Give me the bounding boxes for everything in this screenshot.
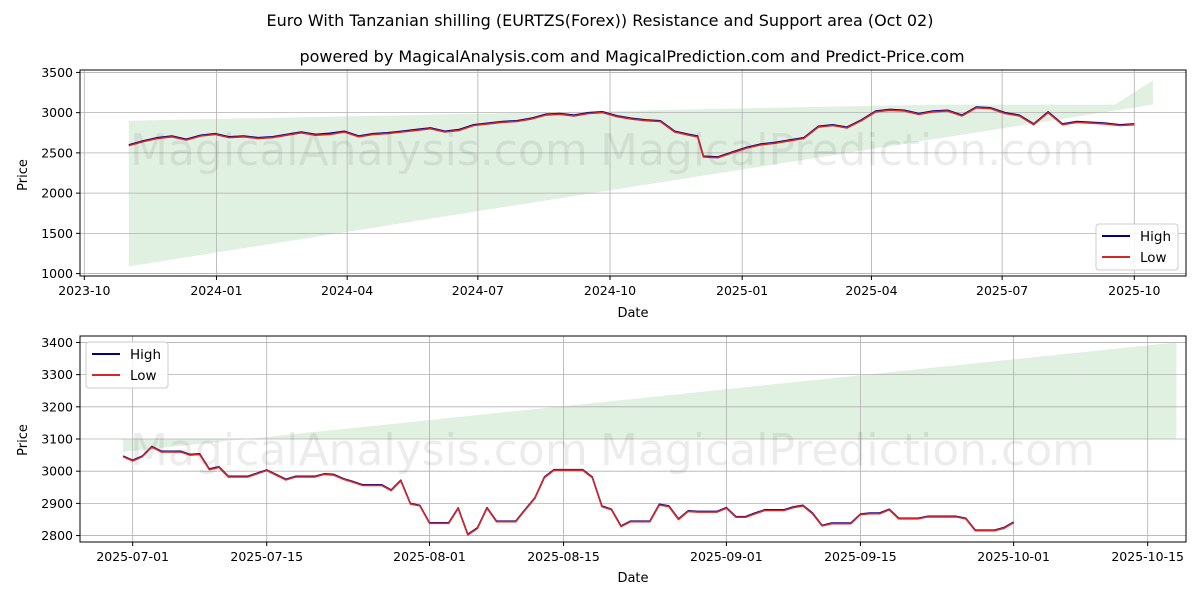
bottom-y-tick-label: 3100	[41, 432, 73, 447]
bottom-y-tick-label: 3300	[41, 367, 73, 382]
top-legend-high-label: High	[1140, 229, 1171, 245]
bottom-legend-low-label: Low	[130, 368, 157, 384]
bottom-legend: High Low	[85, 341, 169, 389]
bottom-watermark-analysis: MagicalAnalysis.com	[130, 425, 588, 476]
chart-subtitle: powered by MagicalAnalysis.com and Magic…	[299, 47, 964, 66]
top-x-tick-label: 2025-10	[1108, 283, 1160, 298]
bottom-series-layer	[122, 445, 1015, 536]
bottom-watermarks: MagicalAnalysis.com MagicalPrediction.co…	[130, 425, 1095, 476]
top-watermark-analysis: MagicalAnalysis.com	[130, 125, 588, 176]
top-x-axis-label: Date	[617, 306, 648, 321]
bottom-x-ticks: 2025-07-01 2025-07-15 2025-08-01 2025-08-15…	[96, 542, 1184, 564]
top-band-layer	[128, 80, 1153, 267]
top-x-tick-label: 2025-04	[845, 283, 897, 298]
bottom-y-ticks: 2800 2900 3000 3100 3200 3300 3400	[41, 335, 80, 543]
top-x-tick-label: 2024-01	[190, 283, 242, 298]
top-support-resistance-band	[128, 80, 1153, 267]
bottom-legend-high-label: High	[130, 347, 161, 363]
bottom-y-tick-label: 3200	[41, 399, 73, 414]
bottom-panel: MagicalAnalysis.com MagicalPrediction.co…	[16, 335, 1187, 586]
top-x-tick-label: 2024-10	[584, 283, 636, 298]
bottom-x-tick-label: 2025-10-01	[977, 549, 1050, 564]
bottom-x-tick-label: 2025-07-15	[230, 549, 303, 564]
bottom-x-axis-label: Date	[617, 571, 648, 586]
bottom-y-axis-label: Price	[16, 424, 31, 456]
top-x-tick-label: 2024-07	[452, 283, 504, 298]
bottom-watermark-prediction: MagicalPrediction.com	[600, 425, 1095, 476]
top-x-tick-label: 2023-10	[58, 283, 110, 298]
top-x-ticks: 2023-10 2024-01 2024-04 2024-07 2024-10 2025-…	[58, 276, 1160, 298]
top-x-tick-label: 2025-07	[976, 283, 1028, 298]
top-legend: High Low	[1095, 223, 1179, 271]
top-y-ticks: 1000 1500 2000 2500 3000 3500	[41, 65, 80, 281]
bottom-series-low-line	[122, 446, 1015, 536]
top-x-tick-label: 2025-01	[716, 283, 768, 298]
bottom-x-tick-label: 2025-08-15	[527, 549, 600, 564]
bottom-x-tick-label: 2025-09-01	[690, 549, 763, 564]
top-axes-frame	[79, 69, 1187, 277]
bottom-y-tick-label: 3400	[41, 335, 73, 350]
bottom-y-tick-label: 3000	[41, 464, 73, 479]
bottom-support-resistance-band	[123, 342, 1177, 452]
top-y-tick-label: 2500	[41, 145, 73, 160]
bottom-y-tick-label: 2800	[41, 528, 73, 543]
top-legend-low-label: Low	[1140, 250, 1167, 266]
bottom-band-layer	[123, 342, 1177, 452]
top-y-tick-label: 1500	[41, 226, 73, 241]
chart-title: Euro With Tanzanian shilling (EURTZS(For…	[267, 11, 934, 30]
bottom-y-tick-label: 2900	[41, 496, 73, 511]
top-y-tick-label: 1000	[41, 266, 73, 281]
bottom-x-tick-label: 2025-07-01	[96, 549, 169, 564]
top-panel: MagicalAnalysis.com MagicalPrediction.co…	[16, 65, 1187, 321]
bottom-x-tick-label: 2025-10-15	[1111, 549, 1184, 564]
top-y-tick-label: 2000	[41, 186, 73, 201]
top-y-axis-label: Price	[16, 159, 31, 191]
top-series-layer	[128, 106, 1135, 159]
top-y-tick-label: 3500	[41, 65, 73, 80]
top-watermark-prediction: MagicalPrediction.com	[600, 125, 1095, 176]
bottom-x-tick-label: 2025-08-01	[393, 549, 466, 564]
bottom-x-tick-label: 2025-09-15	[824, 549, 897, 564]
top-series-low-line	[128, 107, 1135, 159]
top-x-tick-label: 2024-04	[321, 283, 373, 298]
top-y-tick-label: 3000	[41, 105, 73, 120]
top-watermarks: MagicalAnalysis.com MagicalPrediction.co…	[130, 125, 1095, 176]
